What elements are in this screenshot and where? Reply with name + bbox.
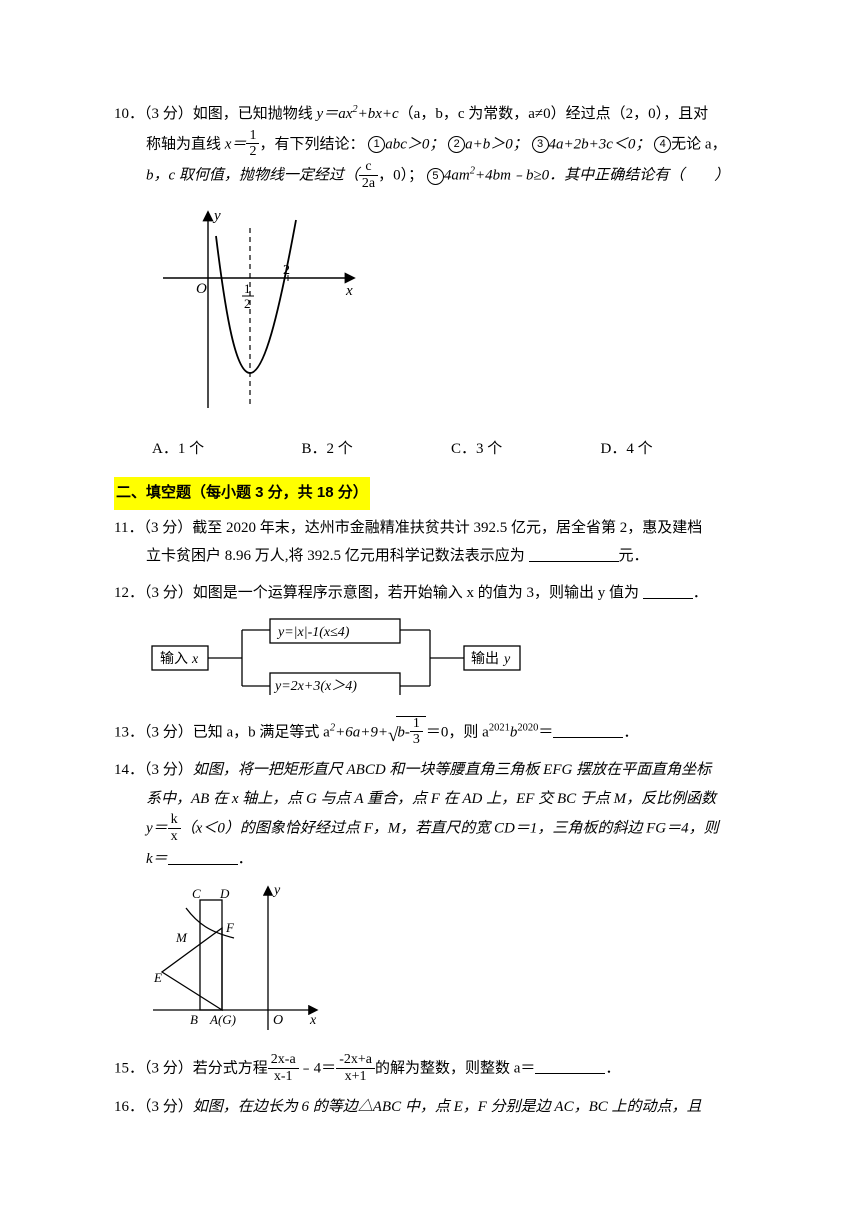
svg-text:y: y <box>502 652 511 667</box>
q14-l2: 系中，AB 在 x 轴上，点 G 与点 A 重合，点 F 在 AD 上，EF 交… <box>146 791 716 807</box>
svg-text:C: C <box>192 886 201 901</box>
option-c[interactable]: C．3 个 <box>451 435 601 464</box>
q10-l1a: 如图，已知抛物线 <box>193 106 317 122</box>
q10-eq1: y＝ax <box>317 106 353 122</box>
svg-text:2: 2 <box>244 296 251 311</box>
svg-text:A(G): A(G) <box>209 1012 236 1027</box>
question-11: 11．（3 分）截至 2020 年末，达州市金融精准扶贫共计 392.5 亿元，… <box>114 514 750 571</box>
svg-text:B: B <box>190 1012 198 1027</box>
question-15: 15．（3 分）若分式方程2x-ax-1﹣4＝-2x+ax+1的解为整数，则整数… <box>114 1053 750 1085</box>
q16-text: 如图，在边长为 6 的等边△ABC 中，点 E，F 分别是边 AC，BC 上的动… <box>193 1099 702 1115</box>
q10-c4: 无论 a， <box>671 136 726 152</box>
svg-text:F: F <box>225 920 235 935</box>
q13-ta: 已知 a，b 满足等式 a <box>193 724 330 740</box>
q10-frac2: c2a <box>359 159 378 191</box>
q11-number: 11．（3 分） <box>114 520 192 536</box>
svg-text:x: x <box>345 283 353 299</box>
svg-text:2: 2 <box>283 263 290 278</box>
q15-frac1: 2x-ax-1 <box>268 1052 299 1084</box>
q15-tb: 的解为整数，则整数 a＝ <box>375 1060 535 1076</box>
q13-number: 13．（3 分） <box>114 724 193 740</box>
circle-5-icon: 5 <box>427 168 444 185</box>
option-d[interactable]: D．4 个 <box>601 435 751 464</box>
option-b[interactable]: B．2 个 <box>302 435 452 464</box>
q15-blank[interactable] <box>535 1059 605 1074</box>
question-14: 14．（3 分）如图，将一把矩形直尺 ABCD 和一块等腰直角三角板 EFG 摆… <box>114 756 750 1045</box>
q10-frac-half: 12 <box>246 128 259 160</box>
q13-e1: 2021 <box>489 722 510 733</box>
q14-frac: kx <box>168 812 181 844</box>
q14-l3b: （x＜0）的图象恰好经过点 F，M，若直尺的宽 CD＝1，三角板的斜边 FG＝4… <box>181 821 719 837</box>
question-16: 16．（3 分）如图，在边长为 6 的等边△ABC 中，点 E，F 分别是边 A… <box>114 1093 750 1122</box>
q10-c2: a+b＞0； <box>465 136 528 152</box>
q15-number: 15．（3 分） <box>114 1060 193 1076</box>
svg-text:y=|x|-1(x≤4): y=|x|-1(x≤4) <box>276 625 350 640</box>
q15-p: ． <box>605 1060 620 1076</box>
q12-blank[interactable] <box>643 584 693 599</box>
q12-ta: 如图是一个运算程序示意图，若开始输入 x 的值为 3，则输出 y 值为 <box>193 585 643 601</box>
question-12: 12．（3 分）如图是一个运算程序示意图，若开始输入 x 的值为 3，则输出 y… <box>114 579 750 706</box>
q14-blank[interactable] <box>168 850 238 865</box>
q10-l3a: b，c 取何值，抛物线一定经过（ <box>146 168 359 184</box>
circle-3-icon: 3 <box>532 136 549 153</box>
q16-number: 16．（3 分） <box>114 1099 193 1115</box>
q15-frac2: -2x+ax+1 <box>336 1052 375 1084</box>
circle-4-icon: 4 <box>654 136 671 153</box>
circle-2-icon: 2 <box>448 136 465 153</box>
q10-c5b: +4bm﹣b≥0．其中正确结论有（ ） <box>475 168 729 184</box>
q12-flowchart: 输入 x y=|x|-1(x≤4) y=2x+3(x＞4) <box>150 617 750 706</box>
svg-text:y: y <box>272 883 281 898</box>
q10-options: A．1 个 B．2 个 C．3 个 D．4 个 <box>114 435 750 464</box>
svg-text:y=2x+3(x＞4): y=2x+3(x＞4) <box>273 679 357 694</box>
q13-blank[interactable] <box>553 723 623 738</box>
svg-text:O: O <box>196 281 207 297</box>
q10-chart: O x y 1 2 2 <box>148 198 750 429</box>
q14-chart: O x y C D F M E B A(G) <box>148 880 750 1046</box>
q11-blank[interactable] <box>529 547 619 562</box>
q10-l2a: 称轴为直线 <box>146 136 225 152</box>
svg-text:E: E <box>153 970 162 985</box>
q11-ta: 截至 2020 年末，达州市金融精准扶贫共计 392.5 亿元，居全省第 2，惠… <box>192 520 702 536</box>
q14-p: ． <box>238 851 253 867</box>
svg-text:x: x <box>191 652 199 667</box>
q10-c3: 4a+2b+3c＜0； <box>549 136 651 152</box>
q10-l2b: ，有下列结论： <box>259 136 364 152</box>
q15-mid: ﹣4＝ <box>299 1060 337 1076</box>
q11-unit: 元． <box>619 548 649 564</box>
q14-number: 14．（3 分） <box>114 762 193 778</box>
q11-tb: 立卡贫困户 8.96 万人,将 392.5 亿元用科学记数法表示应为 <box>146 548 529 564</box>
svg-text:输出: 输出 <box>471 651 499 667</box>
q10-l3b: ，0）； <box>378 168 423 184</box>
q15-ta: 若分式方程 <box>193 1060 268 1076</box>
svg-text:输入: 输入 <box>160 651 188 667</box>
q14-l4: k＝ <box>146 851 168 867</box>
svg-text:O: O <box>273 1013 283 1028</box>
q14-l3a: y＝ <box>146 821 168 837</box>
svg-text:x: x <box>309 1013 317 1028</box>
question-10: 10．（3 分）如图，已知抛物线 y＝ax 2 +bx+c（a，b，c 为常数，a≠… <box>114 100 750 463</box>
section-2-title: 二、填空题（每小题 3 分，共 18 分） <box>114 471 750 514</box>
option-a[interactable]: A．1 个 <box>152 435 302 464</box>
q12-p: ． <box>693 585 708 601</box>
q13-e2: 2020 <box>517 722 538 733</box>
q12-number: 12．（3 分） <box>114 585 193 601</box>
svg-text:D: D <box>219 886 230 901</box>
q13-tb: +6a+9+ <box>335 724 388 740</box>
sqrt-icon: b-13 <box>388 716 426 749</box>
svg-text:y: y <box>212 208 221 224</box>
q13-te: ＝ <box>538 724 553 740</box>
q10-c5: 4am <box>444 168 470 184</box>
q10-eq1b: +bx+c <box>358 106 399 122</box>
q13-tc: ＝0，则 a <box>426 724 489 740</box>
q10-paren: （a，b，c 为常数，a≠0）经过点（2，0），且对 <box>399 106 708 122</box>
q10-c1: abc＞0； <box>385 136 444 152</box>
svg-text:1: 1 <box>244 281 251 296</box>
q14-l1: 如图，将一把矩形直尺 ABCD 和一块等腰直角三角板 EFG 摆放在平面直角坐标 <box>193 762 711 778</box>
question-13: 13．（3 分）已知 a，b 满足等式 a2+6a+9+b-13＝0，则 a20… <box>114 716 750 749</box>
circle-1-icon: 1 <box>368 136 385 153</box>
svg-text:M: M <box>175 930 188 945</box>
q13-p: ． <box>623 724 638 740</box>
q10-xeq: x＝ <box>225 136 247 152</box>
q10-number: 10．（3 分） <box>114 106 193 122</box>
